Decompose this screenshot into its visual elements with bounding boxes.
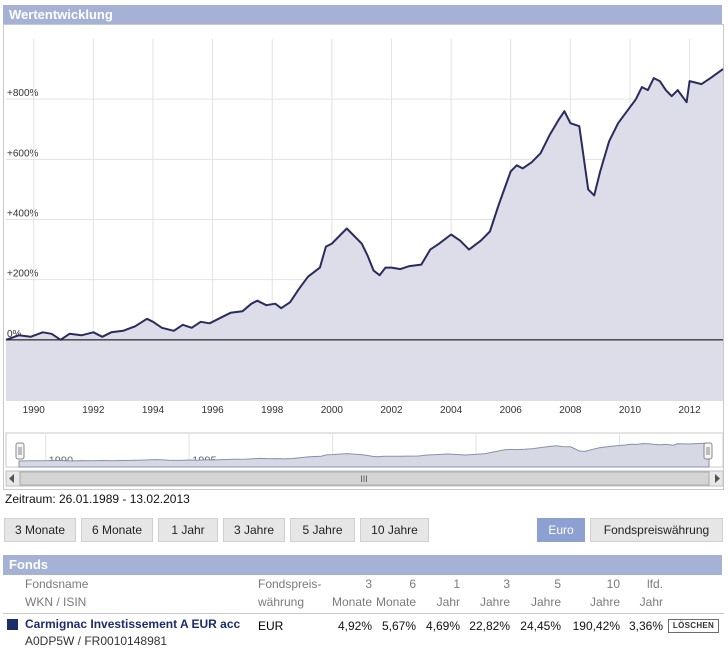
performance-chart[interactable]: -200%0%+200%+400%+600%+800%1990199219941…: [4, 25, 725, 491]
header-period-5j-line2: Jahre: [530, 595, 561, 609]
x-tick-label: 1994: [142, 405, 165, 416]
scroll-thumb-grip: III: [360, 474, 368, 484]
range-button-6-monate[interactable]: 6 Monate: [81, 518, 153, 542]
header-period-3m-line2: Monate: [331, 595, 372, 609]
x-tick-label: 2006: [500, 405, 523, 416]
header-wkn-isin: WKN / ISIN: [25, 595, 87, 609]
x-tick-label: 2010: [619, 405, 642, 416]
range-button-10-jahre[interactable]: 10 Jahre: [360, 518, 429, 542]
y-tick-label: +800%: [7, 88, 39, 99]
header-period-lfd-line1: lfd.: [646, 577, 663, 591]
x-tick-label: 1996: [201, 405, 224, 416]
fonds-ids: A0DP5W / FR0010148981: [25, 634, 168, 648]
section-header-wertentwicklung: Wertentwicklung: [3, 5, 722, 25]
header-period-1j-line1: 1: [453, 577, 460, 591]
perf-10-jahre: 190,42%: [572, 619, 620, 633]
range-button-3-jahre[interactable]: 3 Jahre: [223, 518, 285, 542]
table-divider: [3, 613, 724, 614]
navigator-scroll-thumb[interactable]: [19, 471, 710, 486]
perf-6-monate: 5,67%: [381, 619, 416, 633]
currency-button-fondspreiswaehrung[interactable]: Fondspreiswährung: [590, 518, 723, 542]
perf-lfd-jahr: 3,36%: [628, 619, 663, 633]
header-period-lfd-line2: Jahr: [639, 595, 663, 609]
header-fondspreis: Fondspreis-: [258, 577, 322, 591]
x-tick-label: 1998: [261, 405, 284, 416]
y-tick-label: +600%: [7, 148, 39, 159]
fonds-title: Fonds: [9, 557, 48, 572]
header-period-10j-line2: Jahre: [589, 595, 620, 609]
section-title: Wertentwicklung: [9, 7, 113, 22]
delete-fund-button[interactable]: LÖSCHEN: [668, 619, 719, 633]
navigator-handle-left[interactable]: [15, 442, 25, 460]
y-tick-label: +400%: [7, 209, 39, 220]
fonds-waehrung: EUR: [258, 619, 284, 633]
y-tick-label: 0%: [7, 329, 22, 340]
x-tick-label: 2002: [380, 405, 403, 416]
header-period-6m-line1: 6: [409, 577, 416, 591]
fonds-name[interactable]: Carmignac Investissement A EUR acc: [25, 617, 241, 631]
perf-5-jahre: 24,45%: [520, 619, 561, 633]
navigator-handle-right[interactable]: [703, 442, 713, 460]
series-area: [6, 69, 723, 400]
section-header-fonds: Fonds: [3, 555, 722, 575]
x-tick-label: 2008: [559, 405, 582, 416]
header-period-10j-line1: 10: [606, 577, 620, 591]
series-line: [5, 68, 724, 341]
perf-3-jahre: 22,82%: [469, 619, 510, 633]
header-period-3j-line1: 3: [503, 577, 510, 591]
x-tick-label: 2000: [321, 405, 344, 416]
scroll-left-arrow-icon[interactable]: [9, 474, 14, 483]
zeitraum-label: Zeitraum: 26.01.1989 - 13.02.2013: [5, 492, 190, 506]
scroll-right-arrow-icon[interactable]: [715, 474, 720, 483]
header-fondsname: Fondsname: [25, 577, 89, 591]
x-tick-label: 1990: [23, 405, 46, 416]
perf-1-jahr: 4,69%: [425, 619, 460, 633]
chart-panel: -200%0%+200%+400%+600%+800%1990199219941…: [3, 24, 724, 490]
x-tick-label: 2004: [440, 405, 463, 416]
navigator-area: [18, 442, 710, 468]
header-period-3m-line1: 3: [365, 577, 372, 591]
x-tick-label: 1992: [82, 405, 105, 416]
perf-3-monate: 4,92%: [337, 619, 372, 633]
range-button-3-monate[interactable]: 3 Monate: [4, 518, 76, 542]
range-button-5-jahre[interactable]: 5 Jahre: [290, 518, 355, 542]
x-tick-label: 2012: [678, 405, 701, 416]
currency-button-euro[interactable]: Euro: [537, 518, 585, 542]
header-period-3j-line2: Jahre: [479, 595, 510, 609]
y-tick-label: +200%: [7, 269, 39, 280]
header-period-5j-line1: 5: [554, 577, 561, 591]
range-button-1-jahr[interactable]: 1 Jahr: [158, 518, 218, 542]
header-waehrung: währung: [258, 595, 305, 609]
header-period-1j-line2: Jahr: [436, 595, 460, 609]
series-color-swatch: [7, 619, 18, 630]
header-period-6m-line2: Monate: [375, 595, 416, 609]
